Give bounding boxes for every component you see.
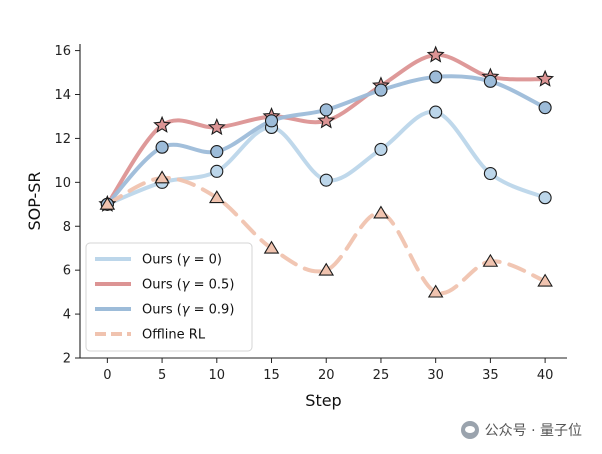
legend-label-prefix: Ours ( [142,278,182,293]
data-point-s2-1 [155,140,169,154]
data-point-s3-3 [263,240,280,254]
data-point-s0-4 [319,173,333,187]
y-tick-label: 10 [54,176,71,191]
legend-label-gamma: γ [182,253,191,268]
data-point-s3-2 [209,190,225,204]
x-tick-label: 20 [318,368,335,383]
data-point-s3-7 [482,253,499,267]
data-point-s1-8 [536,69,555,87]
y-tick-label: 14 [54,88,71,103]
legend-label-gamma: γ [182,303,191,318]
wechat-icon [460,421,479,439]
y-tick-label: 16 [54,44,71,59]
y-tick-label: 8 [63,220,71,235]
x-axis-label: Step [305,391,341,410]
legend-label-prefix: Ours ( [142,253,182,268]
data-point-s3-8 [537,273,553,287]
data-point-s0-6 [429,105,443,119]
legend-label-suffix: = 0.9) [190,303,235,318]
y-tick-label: 12 [54,132,71,147]
data-point-s2-5 [374,83,388,97]
legend-label-prefix: Ours ( [142,303,182,318]
y-axis-label: SOP-SR [25,171,44,230]
legend-label-gamma: γ [182,278,191,293]
data-point-s1-6 [426,45,445,63]
data-point-s2-7 [483,74,497,88]
data-point-s2-8 [538,101,552,115]
y-tick-label: 2 [63,352,71,367]
watermark: 公众号 · 量子位 [460,420,582,440]
legend-label-0: Ours (γ = 0) [142,253,222,268]
axes-layer: 0 5 10 15 20 25 30 35 40 2 4 6 8 10 12 14 16 [54,44,567,383]
data-point-s3-4 [318,262,335,276]
data-point-s0-2 [210,164,224,178]
data-point-s1-2 [207,118,226,136]
legend-frame [85,242,253,352]
x-tick-label: 5 [158,368,166,383]
data-point-s2-2 [210,145,224,159]
data-point-s2-3 [264,114,279,128]
legend-label-2: Ours (γ = 0.9) [142,303,234,318]
data-point-s0-5 [374,142,388,156]
legend: Ours (γ = 0)Ours (γ = 0.5)Ours (γ = 0.9)… [85,242,253,352]
data-point-s3-0 [99,196,116,210]
y-tick-label: 4 [63,308,71,323]
watermark-text: 公众号 · 量子位 [484,423,582,439]
data-point-s2-6 [429,70,443,84]
x-tick-label: 15 [263,368,280,383]
legend-label-1: Ours (γ = 0.5) [142,278,234,293]
data-point-s0-8 [538,191,552,205]
data-point-s1-1 [153,115,172,133]
marker-layer [98,45,555,298]
x-tick-label: 35 [482,368,499,383]
data-point-s3-6 [427,284,444,298]
legend-label-suffix: = 0) [190,253,223,268]
x-tick-label: 30 [427,368,444,383]
x-tick-label: 25 [373,368,390,383]
y-tick-label: 6 [63,264,71,279]
data-point-s1-4 [317,111,336,129]
series-line-3 [105,175,548,296]
legend-label-3: Offline RL [142,328,206,343]
x-tick-label: 10 [209,368,226,383]
x-tick-label: 0 [103,368,111,383]
data-point-s0-7 [483,167,497,181]
x-tick-label: 40 [537,368,554,383]
legend-label-prefix: Offline RL [142,328,206,343]
data-point-s3-5 [373,205,389,219]
data-point-s2-4 [319,103,333,117]
data-point-s3-1 [154,170,170,184]
legend-label-suffix: = 0.5) [190,278,235,293]
series-line-0 [105,109,548,207]
